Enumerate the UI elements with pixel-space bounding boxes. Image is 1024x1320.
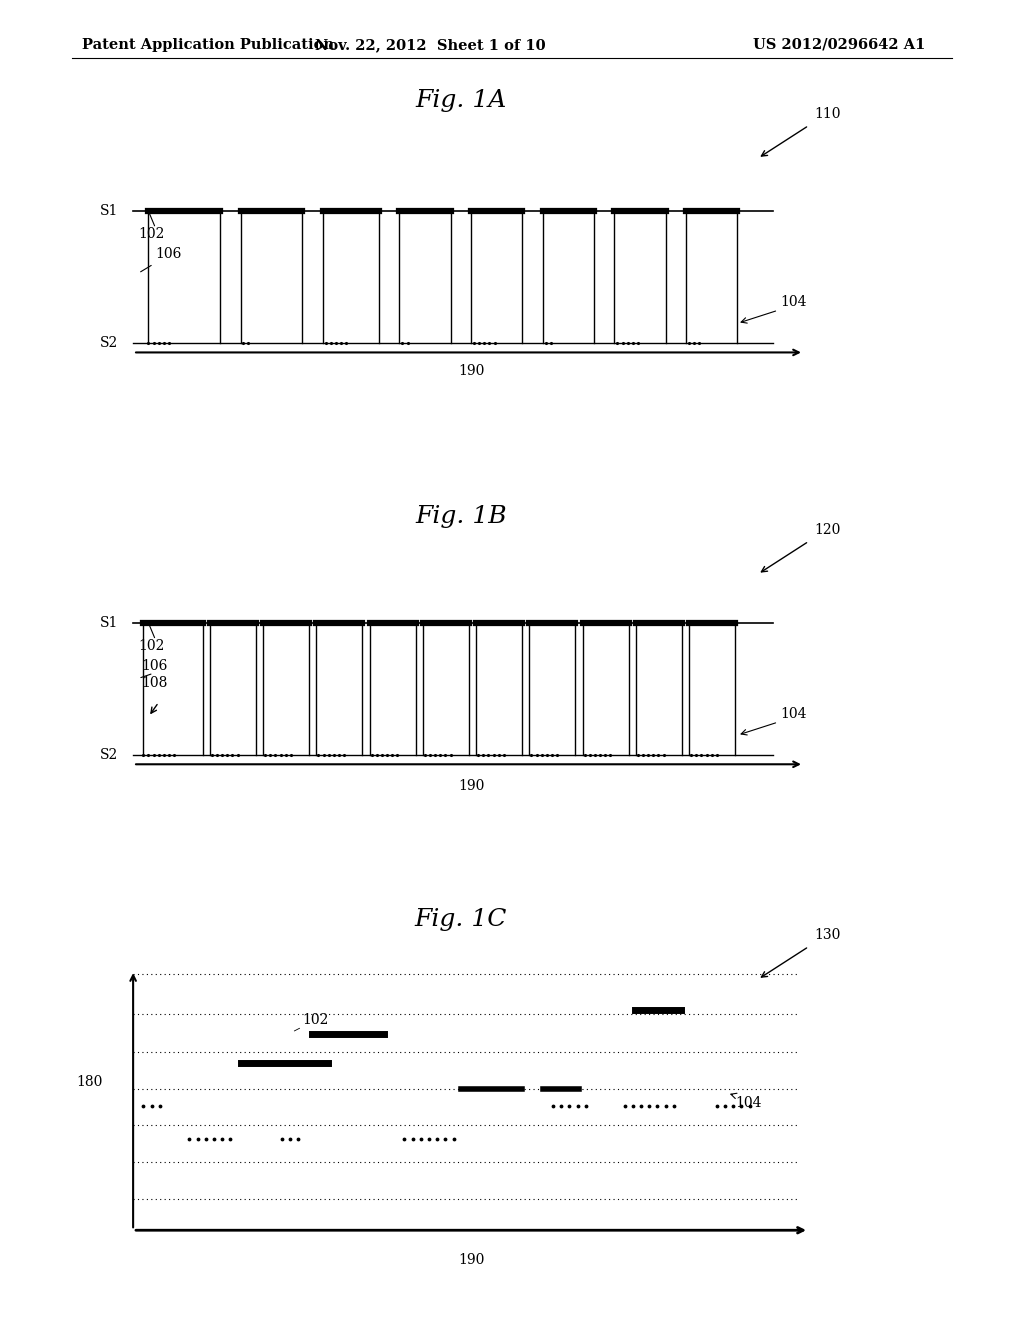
Text: S2: S2 — [99, 748, 118, 762]
Text: 190: 190 — [458, 779, 484, 793]
Text: S1: S1 — [99, 616, 118, 630]
Text: 190: 190 — [458, 364, 484, 379]
Text: 190: 190 — [458, 1253, 484, 1267]
Text: 120: 120 — [814, 523, 841, 537]
Text: 102: 102 — [302, 1012, 329, 1027]
Text: 104: 104 — [735, 1096, 762, 1110]
Text: S2: S2 — [99, 337, 118, 350]
Text: Fig. 1B: Fig. 1B — [415, 506, 507, 528]
Text: 104: 104 — [780, 294, 807, 309]
Text: 106: 106 — [141, 659, 168, 673]
Text: 110: 110 — [814, 107, 841, 121]
Text: 130: 130 — [814, 928, 841, 942]
Text: 108: 108 — [141, 676, 168, 690]
Text: US 2012/0296642 A1: US 2012/0296642 A1 — [754, 38, 926, 51]
Text: 106: 106 — [156, 247, 182, 261]
Text: S1: S1 — [99, 205, 118, 218]
Text: 104: 104 — [780, 706, 807, 721]
Text: Nov. 22, 2012  Sheet 1 of 10: Nov. 22, 2012 Sheet 1 of 10 — [314, 38, 546, 51]
Text: 180: 180 — [76, 1076, 102, 1089]
Text: 102: 102 — [138, 227, 165, 242]
Text: Patent Application Publication: Patent Application Publication — [82, 38, 334, 51]
Text: Fig. 1A: Fig. 1A — [415, 90, 507, 112]
Text: 102: 102 — [138, 639, 165, 653]
Text: Fig. 1C: Fig. 1C — [415, 908, 507, 931]
